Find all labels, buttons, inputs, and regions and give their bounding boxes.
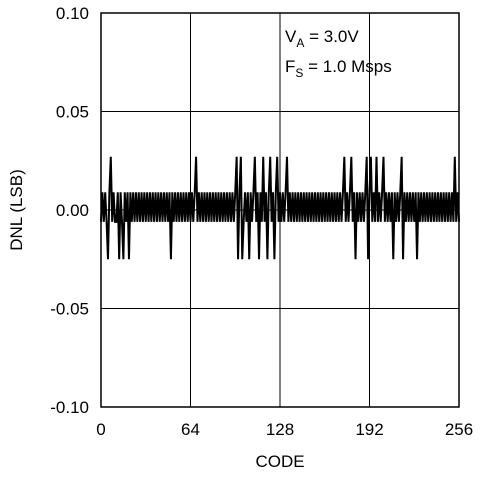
x-tick-label: 192 [355, 420, 383, 439]
x-axis-label: CODE [255, 452, 304, 471]
y-tick-label: -0.05 [50, 300, 89, 319]
annotation-va-main: V [285, 27, 297, 46]
annotation-fs-sub: S [295, 66, 303, 80]
y-tick-label: 0.10 [56, 4, 89, 23]
x-tick-label: 0 [96, 420, 105, 439]
y-tick-label: 0.00 [56, 201, 89, 220]
x-tick-label: 256 [445, 420, 473, 439]
annotation-box: VA = 3.0V FS = 1.0 Msps [285, 27, 392, 80]
y-tick-labels: 0.10 0.05 0.00 -0.05 -0.10 [50, 4, 89, 417]
annotation-fs: FS = 1.0 Msps [285, 57, 392, 80]
x-tick-labels: 0 64 128 192 256 [96, 420, 473, 439]
y-tick-label: -0.10 [50, 398, 89, 417]
annotation-va-rest: = 3.0V [304, 27, 359, 46]
annotation-va-sub: A [296, 36, 304, 50]
y-axis-label: DNL (LSB) [7, 169, 26, 251]
series-layer [100, 156, 460, 260]
x-tick-label: 64 [181, 420, 200, 439]
annotation-fs-main: F [285, 57, 295, 76]
annotation-va: VA = 3.0V [285, 27, 359, 50]
y-tick-label: 0.05 [56, 103, 89, 122]
x-tick-label: 128 [266, 420, 294, 439]
annotation-fs-rest: = 1.0 Msps [303, 57, 391, 76]
dnl-series-line [100, 156, 460, 260]
